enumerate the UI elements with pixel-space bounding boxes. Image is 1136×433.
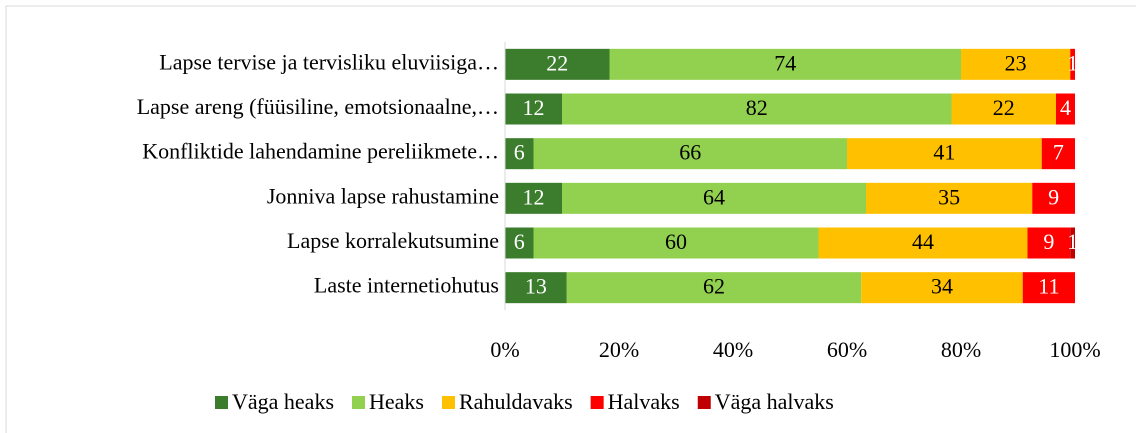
- bar-segment: [1070, 48, 1075, 80]
- data-label: 13: [525, 274, 547, 299]
- y-tick-label: Lapse korralekutsumine: [287, 228, 499, 253]
- data-label: 34: [931, 274, 953, 299]
- bar-segment: [505, 93, 562, 125]
- x-tick-label: 100%: [1049, 337, 1100, 362]
- legend-swatch: [590, 396, 604, 409]
- bar-segment: [562, 182, 866, 214]
- data-label: 35: [938, 184, 960, 209]
- data-label: 4: [1060, 95, 1071, 120]
- data-label: 41: [933, 140, 955, 165]
- bar-segment: [1022, 272, 1075, 304]
- legend-label: Väga halvaks: [715, 389, 834, 414]
- y-tick-label: Lapse tervise ja tervisliku eluviisiga…: [159, 49, 499, 74]
- data-label: 1: [1067, 229, 1078, 254]
- bar-segment: [951, 93, 1056, 125]
- bar-segment: [505, 227, 534, 259]
- data-label: 22: [546, 50, 568, 75]
- data-label: 6: [514, 140, 525, 165]
- bar-segment: [566, 272, 862, 304]
- bar-segment: [818, 227, 1028, 259]
- data-label: 9: [1048, 184, 1059, 209]
- data-label: 23: [1005, 50, 1027, 75]
- x-tick-label: 80%: [941, 337, 981, 362]
- data-label: 74: [774, 50, 796, 75]
- data-label: 12: [523, 95, 545, 120]
- legend-swatch: [352, 396, 366, 409]
- legend-label: Rahuldavaks: [459, 389, 573, 414]
- x-tick-label: 40%: [713, 337, 753, 362]
- data-label: 62: [703, 274, 725, 299]
- bar-segment: [961, 48, 1071, 80]
- data-label: 6: [514, 229, 525, 254]
- bar-segment: [1027, 227, 1071, 259]
- data-label: 1: [1067, 50, 1078, 75]
- x-tick-label: 20%: [599, 337, 639, 362]
- data-label: 60: [665, 229, 687, 254]
- x-tick-label: 60%: [827, 337, 867, 362]
- legend-swatch: [697, 396, 711, 409]
- bar-segment: [562, 93, 952, 125]
- y-tick-label: Konfliktide lahendamine pereliikmete…: [142, 139, 499, 164]
- bar-segment: [533, 138, 847, 170]
- bar-segment: [533, 227, 819, 259]
- bar-segment: [861, 272, 1023, 304]
- legend-swatch: [215, 396, 228, 409]
- data-label: 11: [1038, 274, 1059, 299]
- bar-segment: [1032, 182, 1075, 214]
- y-tick-label: Jonniva lapse rahustamine: [267, 183, 499, 208]
- bar-segment: [505, 48, 610, 80]
- legend-label: Väga heaks: [232, 389, 334, 414]
- bar-segment: [1041, 138, 1075, 170]
- data-label: 9: [1043, 229, 1054, 254]
- data-label: 64: [703, 184, 725, 209]
- x-tick-label: 0%: [490, 337, 519, 362]
- data-label: 66: [679, 140, 701, 165]
- data-label: 7: [1053, 140, 1064, 165]
- y-tick-label: Lapse areng (füüsiline, emotsionaalne,…: [137, 94, 499, 119]
- bar-segment: [505, 182, 562, 214]
- bar-segment: [505, 272, 567, 304]
- data-label: 22: [993, 95, 1015, 120]
- bar-segment: [505, 138, 534, 170]
- bar-segment: [866, 182, 1033, 214]
- bar-segment: [847, 138, 1042, 170]
- chart-border: [5, 5, 1136, 433]
- legend-label: Halvaks: [608, 389, 680, 414]
- bar-segment: [1070, 227, 1075, 259]
- data-label: 12: [523, 184, 545, 209]
- bar-segment: [609, 48, 961, 80]
- data-label: 82: [746, 95, 768, 120]
- data-label: 44: [912, 229, 934, 254]
- bar-segment: [1056, 93, 1075, 125]
- legend-label: Heaks: [369, 389, 424, 414]
- legend-swatch: [442, 396, 455, 409]
- y-tick-label: Laste internetiohutus: [314, 273, 499, 298]
